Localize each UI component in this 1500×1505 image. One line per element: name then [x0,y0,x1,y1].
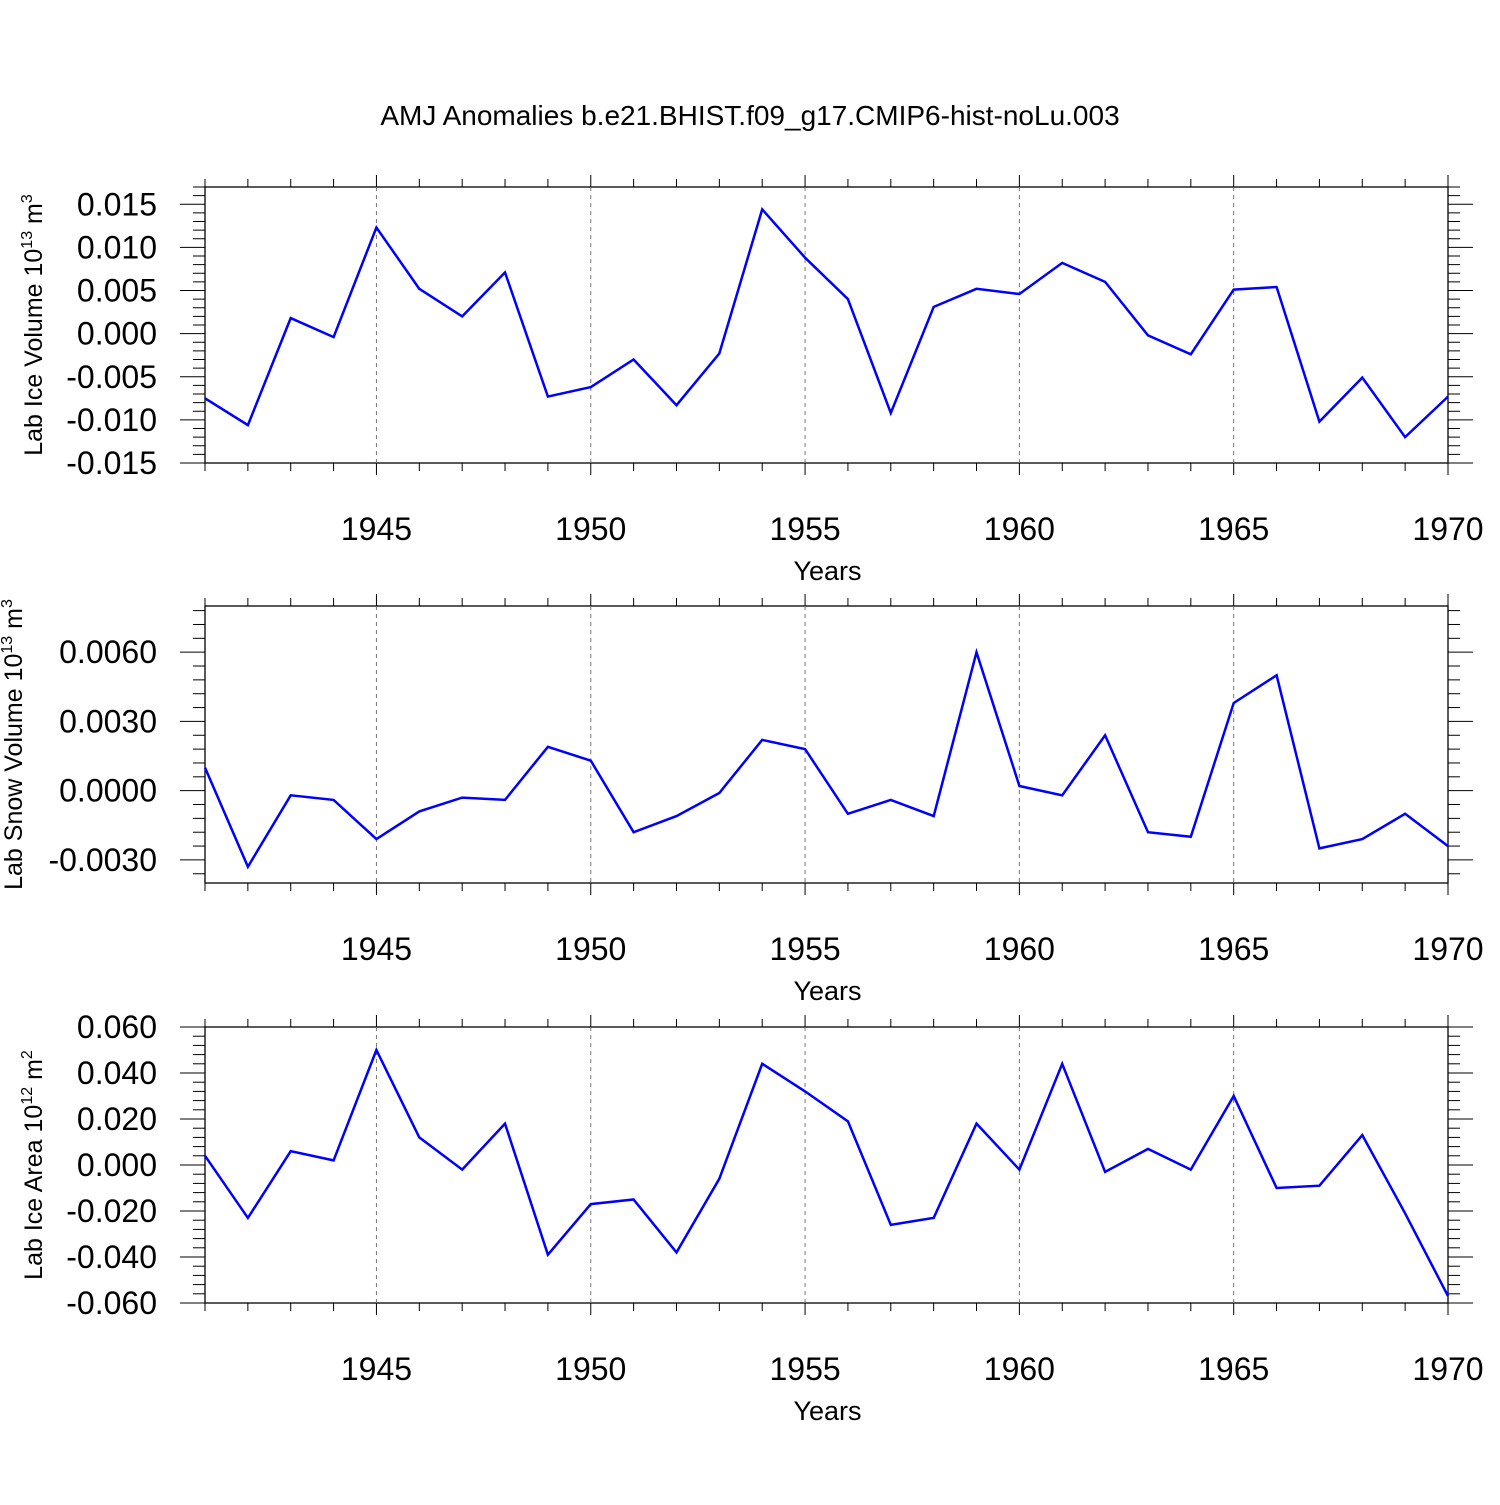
y-tick-label: 0.000 [77,316,157,352]
x-tick-label: 1945 [341,931,412,967]
y-tick-label: -0.0030 [48,842,157,878]
y-tick-label: 0.015 [77,186,157,222]
y-axis-label: Lab Ice Area 1012 m2 [19,1050,48,1280]
y-tick-label: 0.000 [77,1147,157,1183]
y-tick-label: -0.015 [66,445,157,481]
x-tick-label: 1965 [1198,511,1269,547]
y-axis-label: Lab Ice Volume 1013 m3 [19,194,48,456]
plot-frame [204,186,1449,464]
x-tick-label: 1955 [769,1351,840,1387]
y-tick-label: 0.0000 [59,773,157,809]
y-tick-label: 0.040 [77,1055,157,1091]
y-tick-label: -0.040 [66,1239,157,1275]
x-axis-label: Years [793,556,861,586]
series-line [203,647,1449,870]
y-tick-label: 0.020 [77,1101,157,1137]
x-tick-label: 1945 [341,1351,412,1387]
y-tick-label: 0.005 [77,273,157,309]
x-tick-label: 1945 [341,511,412,547]
panel-3: 0.060 0.040 0.020 0.000 -0.020 -0.040 -0.060 19… [19,1009,1484,1426]
x-tick-label: 1960 [984,511,1055,547]
y-tick-label: 0.060 [77,1009,157,1045]
x-tick-label: 1970 [1412,511,1483,547]
x-tick-label: 1955 [769,511,840,547]
x-tick-label: 1970 [1412,1351,1483,1387]
y-tick-label: -0.005 [66,359,157,395]
x-tick-label: 1955 [769,931,840,967]
x-axis-label: Years [793,1396,861,1426]
x-tick-label: 1950 [555,1351,626,1387]
y-tick-label: 0.0060 [59,634,157,670]
series-line [203,1046,1450,1297]
x-tick-label: 1950 [555,931,626,967]
y-tick-label: 0.0030 [59,703,157,739]
series-line [204,206,1449,439]
y-tick-label: -0.060 [66,1285,157,1321]
x-tick-label: 1965 [1198,931,1269,967]
x-tick-label: 1960 [984,931,1055,967]
x-tick-label: 1970 [1412,931,1483,967]
y-tick-label: 0.010 [77,229,157,265]
y-axis-label: Lab Snow Volume 1013 m3 [0,599,28,890]
x-tick-label: 1965 [1198,1351,1269,1387]
panel-2: 0.0060 0.0030 0.0000 -0.0030 1945 1950 1955 196… [0,594,1484,1006]
x-tick-label: 1950 [555,511,626,547]
plot-frame [204,605,1449,884]
x-tick-label: 1960 [984,1351,1055,1387]
panel-1: 0.015 0.010 0.005 0.000 -0.005 -0.010 -0.015 19… [19,175,1484,586]
plot-frame [204,1026,1449,1304]
y-tick-label: -0.010 [66,402,157,438]
y-tick-label: -0.020 [66,1193,157,1229]
chart-title: AMJ Anomalies b.e21.BHIST.f09_g17.CMIP6-… [380,100,1119,131]
x-axis-label: Years [793,976,861,1006]
